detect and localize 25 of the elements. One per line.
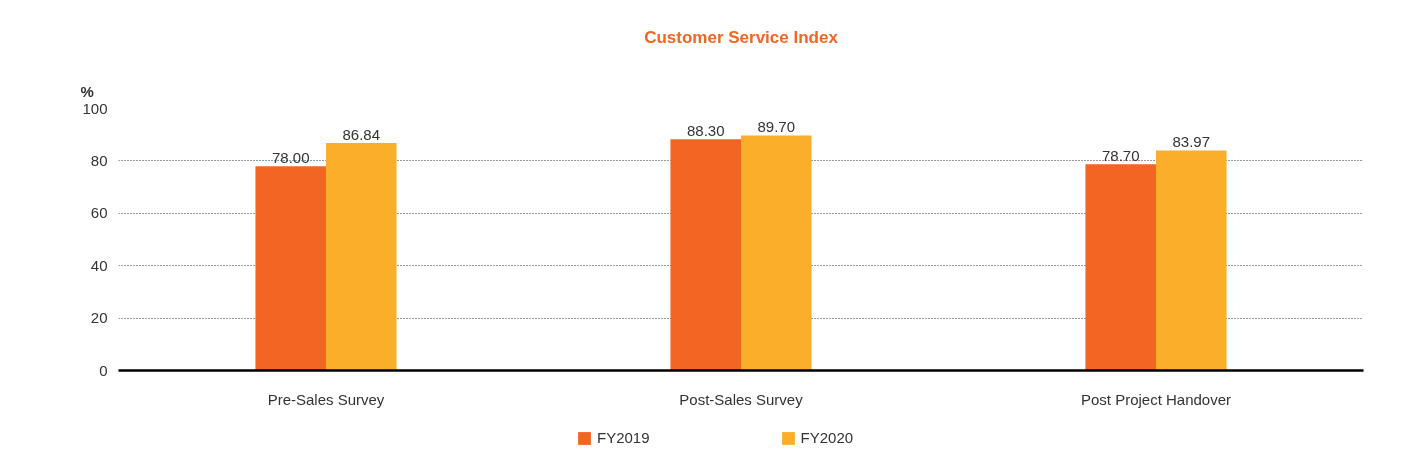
x-tick-label: Post Project Handover (1080, 390, 1232, 408)
legend-label: FY2020 (800, 429, 854, 446)
data-label: 88.30 (686, 122, 725, 140)
bar (255, 166, 326, 371)
y-tick-label: 0 (99, 361, 108, 379)
y-tick-label: 80 (90, 151, 108, 169)
bar (1085, 164, 1156, 371)
data-label: 89.70 (757, 118, 796, 136)
x-tick-label: Pre-Sales Survey (267, 390, 385, 408)
data-label: 86.84 (342, 125, 381, 143)
bar (1156, 150, 1227, 371)
bar (741, 135, 812, 371)
y-tick-label: 100 (82, 99, 108, 117)
data-label: 78.00 (271, 149, 310, 167)
y-axis-title: % (80, 82, 94, 100)
bar (326, 142, 397, 371)
legend-label: FY2019 (597, 429, 650, 446)
y-tick-label: 60 (90, 204, 108, 222)
data-label: 78.70 (1101, 147, 1140, 165)
chart-title: Customer Service Index (644, 27, 839, 47)
x-tick-label: Post-Sales Survey (679, 390, 804, 408)
bar (670, 139, 741, 371)
y-tick-label: 20 (90, 309, 108, 327)
y-tick-label: 40 (90, 256, 108, 274)
data-label: 83.97 (1172, 133, 1211, 151)
